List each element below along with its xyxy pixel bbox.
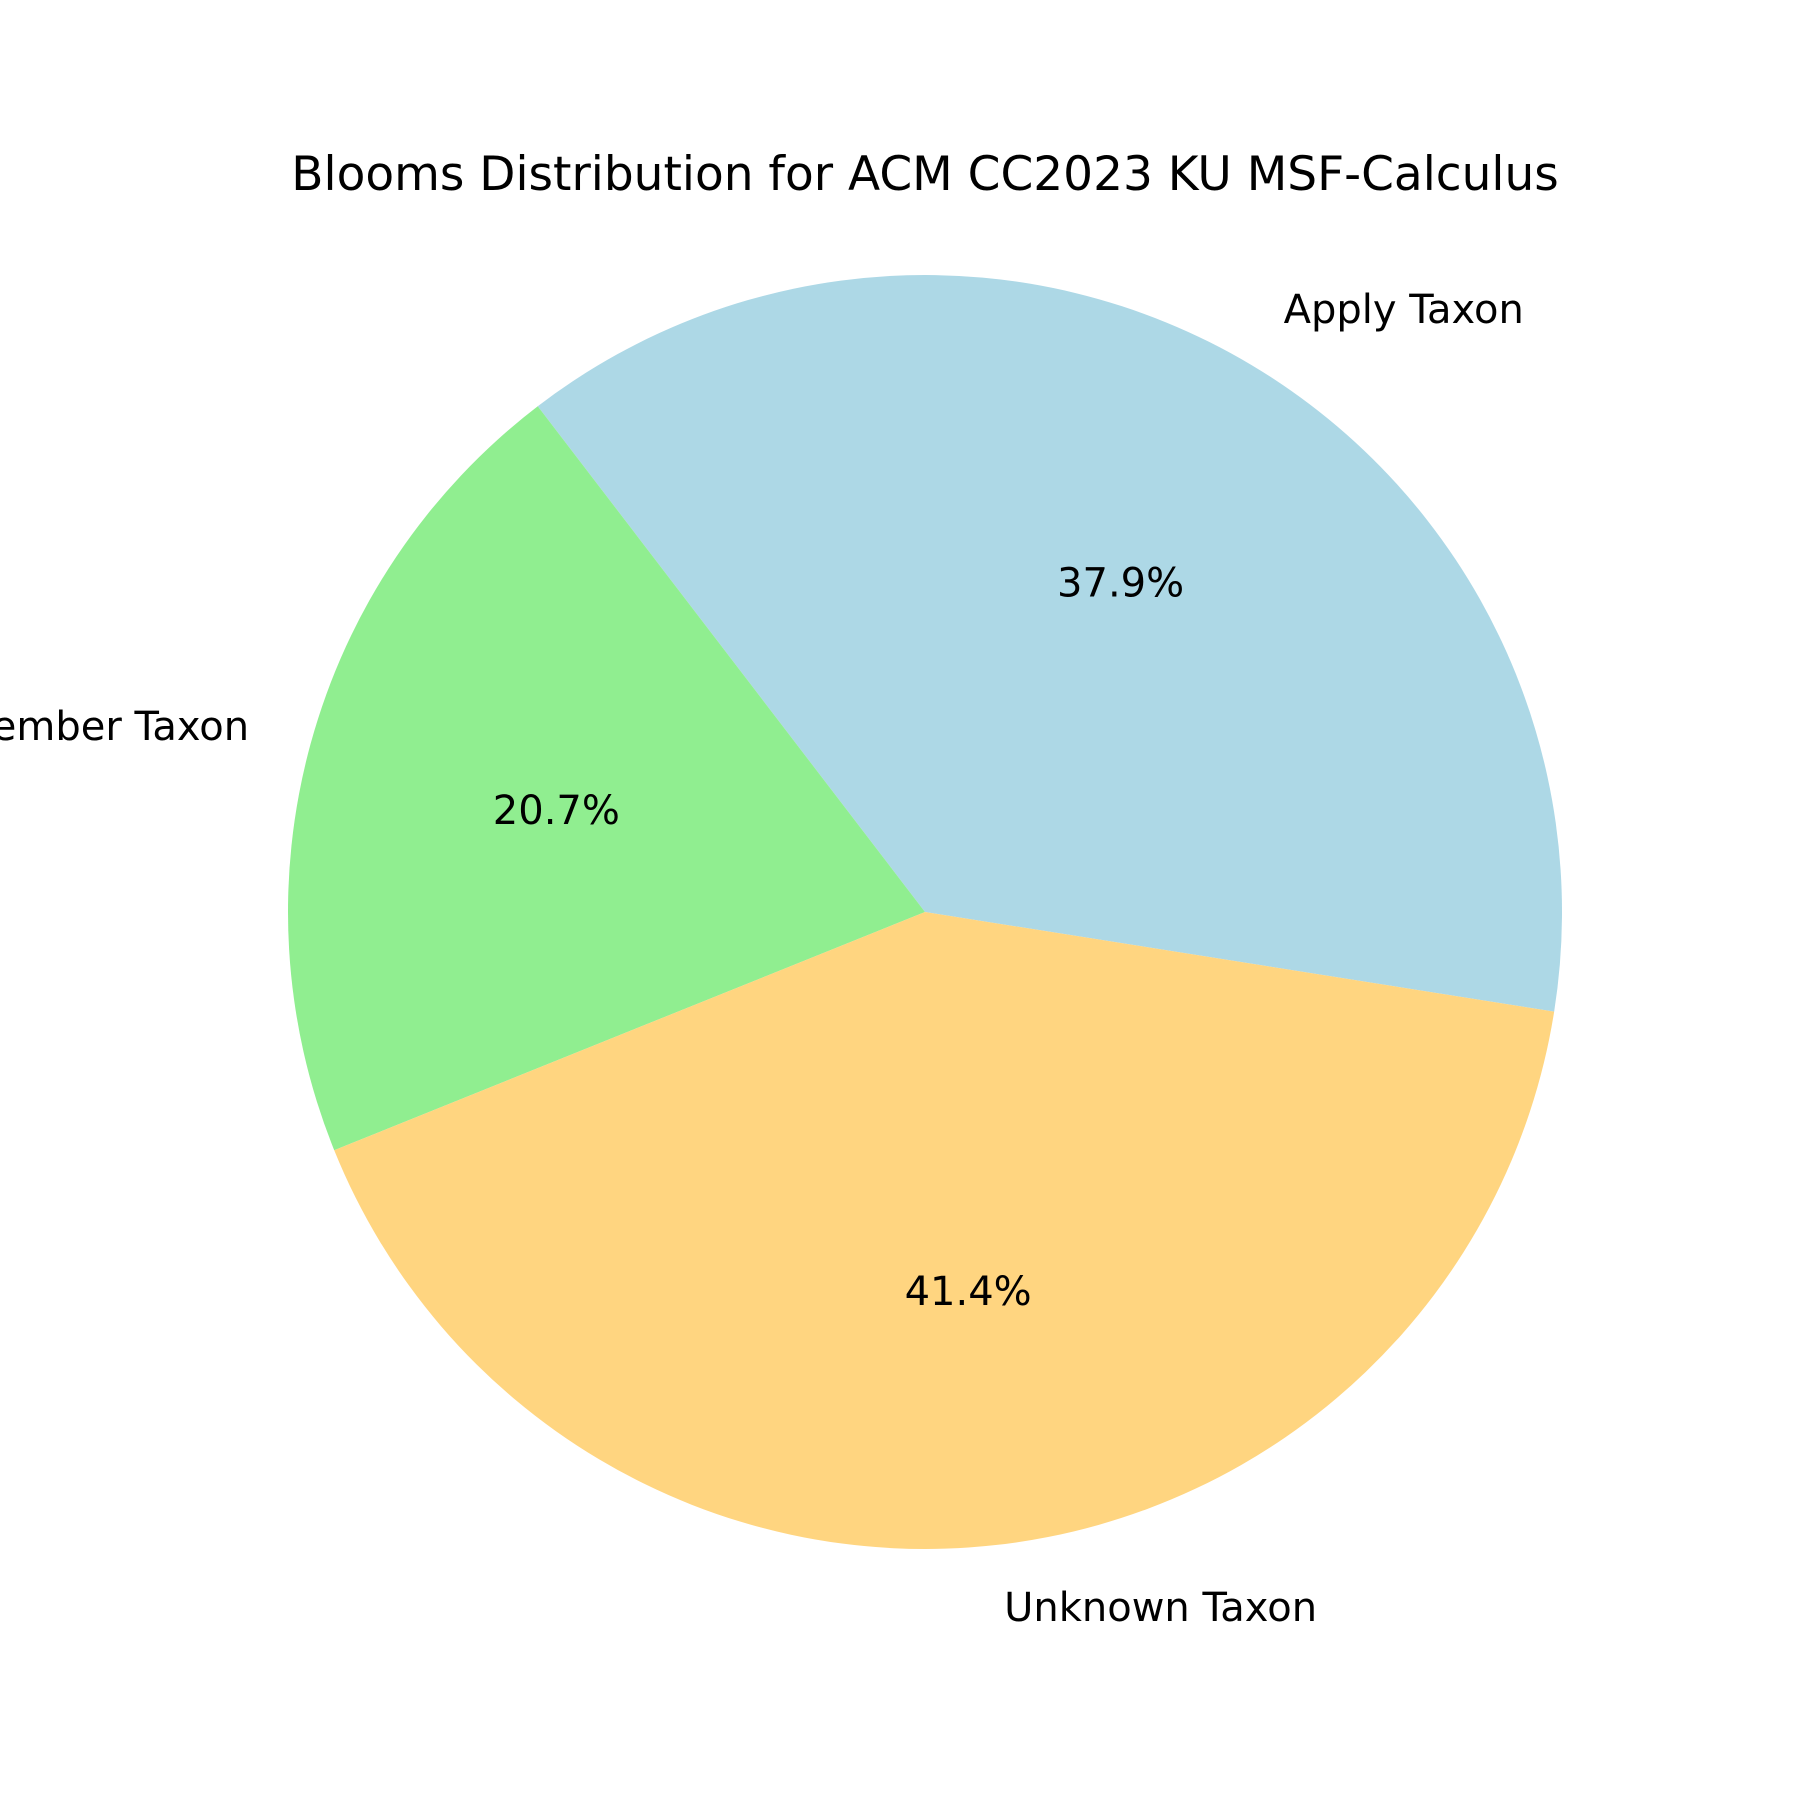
pct-label-unknown-taxon: 41.4%: [905, 1269, 1032, 1315]
pct-label-remember-taxon: 20.7%: [493, 788, 620, 834]
category-label-remember-taxon: Remember Taxon: [0, 704, 249, 750]
category-label-unknown-taxon: Unknown Taxon: [1004, 1585, 1317, 1631]
pie-slices: [287, 274, 1563, 1549]
pie-labels: 37.9% Apply Taxon 20.7% Remember Taxon 41.4%…: [0, 287, 1524, 1631]
category-label-apply-taxon: Apply Taxon: [1284, 287, 1524, 333]
chart-title: Blooms Distribution for ACM CC2023 KU MS…: [291, 147, 1558, 202]
pie-slice-unknown-taxon: [334, 912, 1555, 1549]
pct-label-apply-taxon: 37.9%: [1057, 561, 1184, 607]
pie-slice-remember-taxon: [287, 406, 925, 1151]
pie-slice-apply-taxon: [537, 274, 1563, 1012]
